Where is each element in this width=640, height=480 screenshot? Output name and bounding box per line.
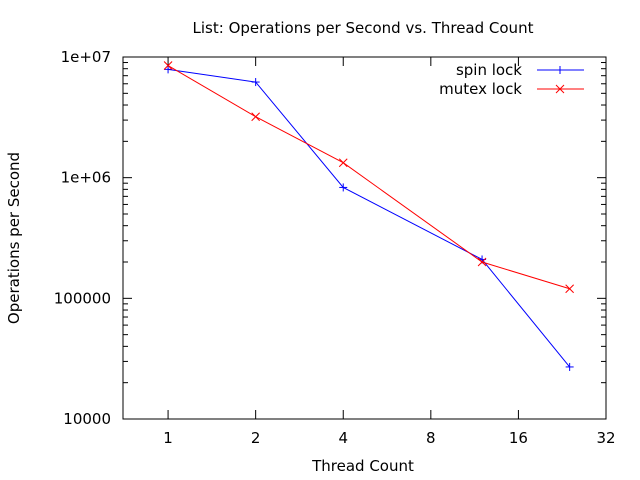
x-tick-label: 4	[338, 429, 348, 447]
series-line-mutex-lock	[167, 65, 570, 290]
y-tick-label: 1e+06	[61, 169, 111, 187]
chart-title: List: Operations per Second vs. Thread C…	[193, 19, 534, 37]
y-tick-label: 10000	[63, 410, 111, 428]
x-tick-label: 1	[163, 429, 173, 447]
plot-frame	[122, 56, 607, 420]
legend-marker-mutex-lock	[555, 84, 565, 94]
series-line-spin-lock	[167, 68, 571, 368]
legend-label-mutex-lock: mutex lock	[439, 80, 522, 98]
x-axis-label: Thread Count	[311, 457, 414, 475]
data-point-mutex-lock	[163, 61, 173, 70]
series-spin-lock	[164, 65, 574, 371]
x-tick-label: 32	[596, 429, 615, 447]
x-axis: 1 2 4 8 16 32	[163, 57, 616, 447]
y-axis-label: Operations per Second	[5, 152, 23, 324]
data-point-mutex-lock	[565, 284, 575, 294]
series-mutex-lock	[163, 61, 575, 294]
data-point-mutex-lock	[251, 112, 261, 122]
y-tick-label: 100000	[54, 289, 111, 307]
x-tick-label: 16	[509, 429, 528, 447]
series-layer	[163, 61, 575, 371]
data-point-mutex-lock	[477, 257, 487, 267]
x-tick-label: 2	[251, 429, 261, 447]
legend-label-spin-lock: spin lock	[456, 61, 522, 79]
y-tick-label: 1e+07	[61, 48, 111, 66]
x-tick-label: 8	[426, 429, 436, 447]
y-axis: 10000 100000 1e+06 1e+07	[54, 48, 606, 428]
data-point-mutex-lock	[338, 158, 348, 168]
